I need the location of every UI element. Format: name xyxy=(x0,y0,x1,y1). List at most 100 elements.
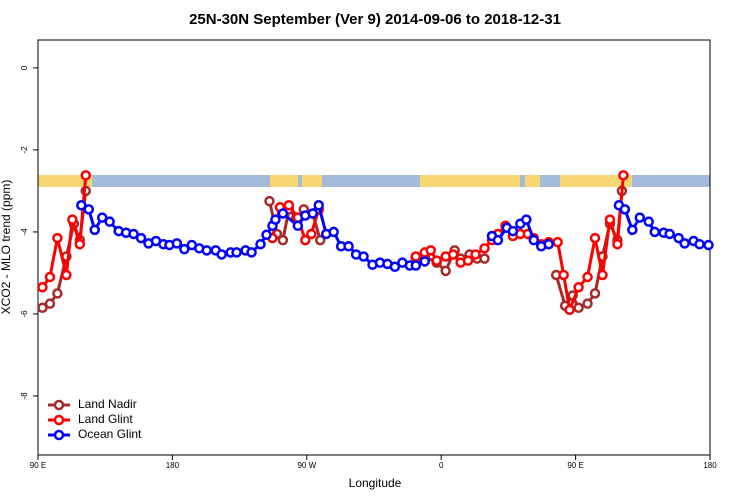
point xyxy=(128,228,139,240)
land-strip xyxy=(525,175,540,187)
point xyxy=(573,282,584,293)
point xyxy=(277,208,289,219)
x-tick-label: 180 xyxy=(703,461,717,470)
y-tick-label: -4 xyxy=(20,228,29,236)
land-ocean-band xyxy=(38,175,710,187)
legend-label: Land Glint xyxy=(78,412,133,426)
chart-title: 25N-30N September (Ver 9) 2014-09-06 to … xyxy=(189,11,561,28)
land-strip xyxy=(302,175,322,187)
x-tick-label: 90 W xyxy=(297,461,316,470)
point xyxy=(589,232,601,244)
point xyxy=(627,224,638,236)
point xyxy=(83,204,95,215)
point xyxy=(528,234,540,246)
point xyxy=(135,232,147,244)
point xyxy=(521,214,532,225)
point xyxy=(80,170,92,181)
point xyxy=(589,288,601,299)
point xyxy=(389,261,401,273)
x-tick-label: 90 E xyxy=(30,461,46,470)
point xyxy=(410,260,422,271)
point xyxy=(694,238,705,250)
legend-marker xyxy=(53,429,65,441)
x-tick-label: 0 xyxy=(439,461,444,470)
point xyxy=(543,238,554,250)
x-axis-label: Longitude xyxy=(349,476,402,490)
point xyxy=(358,251,369,262)
point xyxy=(597,269,608,281)
point xyxy=(277,234,289,246)
point xyxy=(74,238,86,250)
point xyxy=(307,208,319,219)
point xyxy=(619,204,631,215)
point xyxy=(470,249,481,260)
point xyxy=(231,247,242,258)
point xyxy=(703,239,714,251)
y-tick-label: -2 xyxy=(20,146,29,154)
y-tick-label: -8 xyxy=(20,392,29,400)
point xyxy=(679,238,690,249)
point xyxy=(292,220,304,232)
legend-label: Ocean Glint xyxy=(78,427,142,441)
point xyxy=(201,245,212,256)
point xyxy=(61,269,72,281)
point xyxy=(582,271,593,283)
ocean-strip xyxy=(38,175,710,187)
point xyxy=(558,269,569,281)
point xyxy=(552,236,563,248)
point xyxy=(634,212,646,223)
point xyxy=(618,170,629,181)
legend-label: Land Nadir xyxy=(78,397,137,411)
point xyxy=(44,271,56,283)
point xyxy=(306,228,317,240)
point xyxy=(664,228,675,240)
point xyxy=(431,255,442,266)
point xyxy=(246,247,257,258)
point xyxy=(313,200,324,211)
point xyxy=(216,249,227,260)
land-strip xyxy=(270,175,298,187)
y-axis-label: XCO2 - MLO trend (ppm) xyxy=(0,180,13,315)
point xyxy=(479,243,490,254)
point xyxy=(104,216,115,227)
point xyxy=(67,214,78,225)
x-tick-label: 180 xyxy=(166,461,180,470)
point xyxy=(573,302,584,314)
point xyxy=(96,212,108,223)
point xyxy=(643,216,655,227)
point xyxy=(37,302,48,314)
point xyxy=(419,256,431,267)
point xyxy=(44,298,56,309)
point xyxy=(462,255,474,266)
x-tick-label: 90 E xyxy=(567,461,583,470)
legend-marker xyxy=(53,414,65,426)
point xyxy=(52,232,63,244)
point xyxy=(507,225,519,237)
point xyxy=(89,224,100,236)
point xyxy=(261,229,272,241)
point xyxy=(582,298,593,309)
point xyxy=(255,238,266,250)
point xyxy=(76,200,87,211)
point xyxy=(179,243,190,255)
point xyxy=(300,234,311,246)
y-tick-label: 0 xyxy=(20,65,29,70)
point xyxy=(564,304,575,316)
plot-frame xyxy=(37,39,711,456)
point xyxy=(479,253,490,264)
point xyxy=(52,288,63,299)
series-line xyxy=(41,190,624,310)
point xyxy=(264,195,275,207)
point xyxy=(492,234,504,246)
land-strip xyxy=(420,175,520,187)
point xyxy=(425,245,436,256)
point xyxy=(171,238,183,249)
point xyxy=(604,214,616,225)
point xyxy=(410,251,422,262)
point xyxy=(314,234,326,246)
point xyxy=(270,214,281,225)
point xyxy=(37,282,48,293)
legend-marker xyxy=(53,399,65,411)
